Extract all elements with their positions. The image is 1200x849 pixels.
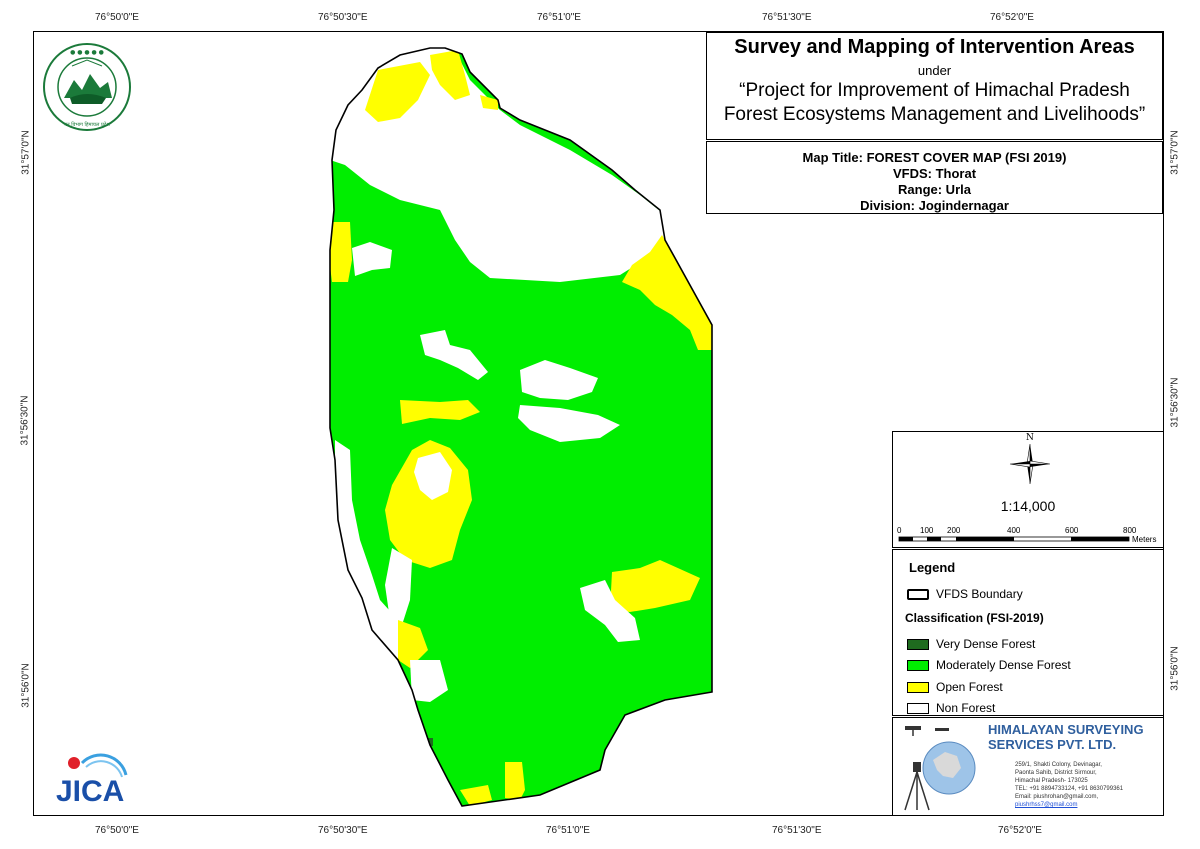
division-text: Division: Jogindernagar [860,198,1009,213]
open-forest-swatch [907,681,929,693]
very-dense-swatch [907,638,929,650]
scale-bar [898,536,1130,542]
email-link[interactable]: piushrhss7@gmail.com [1015,802,1078,808]
north-label: N [1026,433,1034,443]
open-forest-patch [330,222,352,282]
lat-label-left: 31°57'0"N [20,130,32,175]
lon-label-top: 76°50'0"E [95,12,139,23]
boundary-swatch [907,588,929,600]
address-line: Email: piushrohan@gmail.com, [1015,794,1099,800]
address-line: 259/1, Shakti Colony, Devinagar, [1015,762,1102,768]
open-forest-patch [400,400,480,424]
non-forest-patch [414,452,452,500]
scale-unit: Meters [1132,535,1157,544]
north-arrow-compass-icon [1009,443,1051,485]
open-forest-patch [430,50,470,100]
non-forest-patch [580,580,640,642]
lat-label-left: 31°56'0"N [20,663,32,708]
legend-item-open-forest: Open Forest [907,680,1003,694]
address-line: Himachal Pradesh- 173025 [1015,778,1088,784]
scale-tick: 600 [1065,526,1079,535]
address-line: TEL: +91 8894733124, +91 8630799361 [1015,786,1124,792]
open-forest-patch [610,560,700,612]
company-name-line: SERVICES PVT. LTD. [988,737,1117,752]
non-forest-swatch [907,702,929,714]
open-forest-patch [505,762,525,800]
lon-label-top: 76°52'0"E [990,12,1034,23]
company-address: 259/1, Shakti Colony, Devinagar, Paonta … [1015,761,1123,809]
lon-label-bottom: 76°52'0"E [998,825,1042,836]
company-name-line: HIMALAYAN SURVEYING [988,722,1144,737]
under-label: under [917,63,952,78]
lon-label-bottom: 76°51'0"E [546,825,590,836]
non-forest-patch [410,660,448,702]
company-credits: HIMALAYAN SURVEYING SERVICES PVT. LTD. 2… [892,717,1164,816]
scale-tick: 800 [1123,526,1137,535]
scale-ratio: 1:14,000 [1000,498,1056,514]
map-title-block: Survey and Mapping of Intervention Areas… [706,32,1163,140]
surveying-logo [904,726,976,811]
lon-label-top: 76°51'0"E [537,12,581,23]
legend-item-label: Open Forest [936,680,1003,694]
map-title-text: Map Title: FOREST COVER MAP (FSI 2019) [802,150,1067,165]
non-forest-patch [420,330,488,380]
map-frame [33,31,1164,816]
very-dense-forest-patch [428,738,433,746]
lat-label-left: 31°56'30"N [19,395,31,446]
legend: Legend VFDS Boundary Classification (FSI… [892,549,1164,716]
legend-title: Legend [909,560,956,575]
lon-label-top: 76°51'30"E [762,12,812,23]
legend-item-non-forest: Non Forest [907,701,995,715]
non-forest-patch [352,242,392,276]
lon-label-bottom: 76°50'0"E [95,825,139,836]
legend-item-label: Moderately Dense Forest [936,658,1071,672]
project-line-1: “Project for Improvement of Himachal Pra… [739,80,1130,101]
scale-tick: 100 [920,526,934,535]
legend-item-label: Non Forest [936,701,996,715]
scale-tick: 400 [1007,526,1021,535]
project-line-2: Forest Ecosystems Management and Livelih… [723,104,1146,125]
legend-item-label: Very Dense Forest [936,637,1036,651]
survey-title: Survey and Mapping of Intervention Areas [734,36,1135,58]
classification-raster [330,48,712,806]
open-forest-patch [622,235,712,350]
classification-title: Classification (FSI-2019) [905,611,1044,625]
jica-logo: JICA [52,745,132,808]
map-info-block: Map Title: FOREST COVER MAP (FSI 2019) V… [706,141,1163,214]
open-forest-patch [480,95,498,110]
scale-tick: 200 [947,526,961,535]
non-forest-patch [385,548,412,625]
legend-item-moderately-dense: Moderately Dense Forest [907,658,1071,672]
company-name: HIMALAYAN SURVEYING SERVICES PVT. LTD. [988,722,1144,752]
lon-label-bottom: 76°51'30"E [772,825,822,836]
vfds-boundary [329,47,713,807]
non-forest-patch [520,360,598,400]
open-forest-patch [365,62,430,122]
moderately-dense-swatch [907,659,929,671]
open-forest-patch [460,785,492,806]
svg-text:वन विभाग हिमाचल प्रदेश: वन विभाग हिमाचल प्रदेश [64,121,110,128]
lat-label-right: 31°56'0"N [1169,646,1181,691]
scale-tick: 0 [897,526,902,535]
open-forest-patch [398,620,428,668]
lat-label-right: 31°56'30"N [1169,377,1181,428]
svg-text:● ● ● ● ●: ● ● ● ● ● [70,49,104,56]
legend-item-vfds-boundary: VFDS Boundary [907,587,1023,601]
lon-label-top: 76°50'30"E [318,12,368,23]
legend-item-very-dense: Very Dense Forest [907,637,1035,651]
lon-label-bottom: 76°50'30"E [318,825,368,836]
legend-item-label: VFDS Boundary [936,587,1023,601]
forest-department-seal: ● ● ● ● ● वन विभाग हिमाचल प्रदेश [43,43,131,131]
north-scale-box: N 1:14,000 0 100 200 400 600 800 Meters [892,431,1164,548]
vfds-text: VFDS: Thorat [892,166,977,181]
non-forest-patch [518,405,620,442]
svg-text:JICA: JICA [56,775,124,805]
lat-label-right: 31°57'0"N [1169,130,1181,175]
address-line: Paonta Sahib, District Sirmour, [1015,770,1097,776]
range-text: Range: Urla [898,182,971,197]
